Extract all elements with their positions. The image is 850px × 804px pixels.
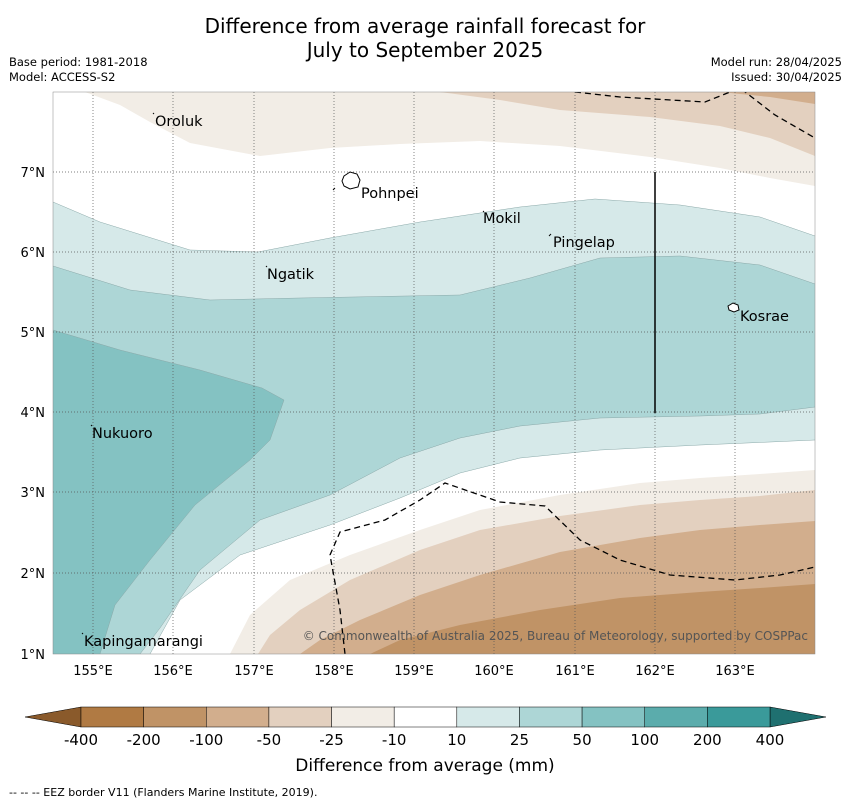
lat-tick: 1°N	[21, 648, 46, 663]
lon-tick: 161°E	[555, 664, 595, 679]
lon-tick: 163°E	[715, 664, 755, 679]
place-kapingamarangi: Kapingamarangi	[84, 634, 203, 650]
lat-tick-labels: 7°N 6°N 5°N 4°N 3°N 2°N 1°N	[21, 166, 46, 663]
contour-fills	[53, 92, 815, 654]
lat-tick: 5°N	[21, 326, 46, 341]
colorbar-tick-label: -100	[189, 731, 223, 749]
colorbar-tick-label: 100	[630, 731, 659, 749]
gridlines	[53, 92, 815, 654]
model-name: Model: ACCESS-S2	[9, 70, 116, 84]
lon-tick: 160°E	[474, 664, 514, 679]
place-oroluk: Oroluk	[155, 114, 203, 130]
colorbar-tick-label: 200	[693, 731, 722, 749]
lon-tick: 162°E	[635, 664, 675, 679]
footnote: -- -- -- EEZ border V11 (Flanders Marine…	[9, 786, 318, 799]
contour-lines	[53, 198, 815, 654]
title-line-1: Difference from average rainfall forecas…	[204, 14, 646, 38]
colorbar-tick-label: 25	[510, 731, 529, 749]
lat-tick: 6°N	[21, 246, 46, 261]
colorbar-tick-label: -400	[64, 731, 98, 749]
colorbar-box	[143, 706, 207, 728]
colorbar-box	[644, 706, 708, 728]
map-frame	[52, 91, 816, 655]
colorbar-box	[581, 706, 645, 728]
place-mokil: Mokil	[483, 211, 521, 227]
lon-tick: 159°E	[394, 664, 434, 679]
contour-band-north-50	[440, 92, 815, 156]
lat-tick: 2°N	[21, 567, 46, 582]
colorbar-extend-right	[769, 706, 827, 728]
colorbar: -400 -200 -100 -50 -25 -10 10 25 50 100 200 400	[24, 706, 827, 749]
colorbar-box	[519, 706, 583, 728]
place-pohnpei: Pohnpei	[361, 186, 419, 202]
legend-title: Difference from average (mm)	[295, 756, 555, 776]
island-shapes	[81, 112, 740, 635]
eez-border	[329, 92, 815, 654]
kosrae-island	[727, 302, 740, 313]
map-title: Difference from average rainfall forecas…	[0, 14, 850, 62]
colorbar-box	[456, 706, 520, 728]
lat-tick: 3°N	[21, 486, 46, 501]
colorbar-tick-label: -50	[257, 731, 282, 749]
lat-tick: 4°N	[21, 406, 46, 421]
meta-right: Model run: 28/04/2025 Issued: 30/04/2025	[711, 55, 842, 85]
contour-band-north-100	[720, 92, 815, 104]
copyright-text: © Commonwealth of Australia 2025, Bureau…	[303, 629, 808, 643]
colorbar-box	[393, 706, 458, 728]
lon-tick: 156°E	[153, 664, 193, 679]
meta-left: Base period: 1981-2018 Model: ACCESS-S2	[9, 55, 148, 85]
base-period: Base period: 1981-2018	[9, 55, 148, 69]
colorbar-extend-left	[24, 706, 82, 728]
place-pingelap: Pingelap	[553, 235, 615, 251]
lon-tick: 157°E	[234, 664, 274, 679]
place-nukuoro: Nukuoro	[92, 426, 153, 442]
colorbar-tick-label: -200	[127, 731, 161, 749]
colorbar-box	[331, 706, 395, 728]
lon-tick: 155°E	[73, 664, 113, 679]
issued-date: Issued: 30/04/2025	[731, 70, 842, 84]
model-run: Model run: 28/04/2025	[710, 55, 842, 69]
lon-tick: 158°E	[314, 664, 354, 679]
colorbar-tick-label: 10	[447, 731, 466, 749]
colorbar-tick-label: -10	[382, 731, 407, 749]
place-ngatik: Ngatik	[267, 267, 315, 283]
place-kosrae: Kosrae	[740, 309, 789, 325]
colorbar-tick-label: 400	[756, 731, 785, 749]
lon-tick-labels: 155°E 156°E 157°E 158°E 159°E 160°E 161°…	[73, 664, 755, 679]
colorbar-tick-label: 50	[573, 731, 592, 749]
contour-band-south-100	[370, 584, 815, 654]
colorbar-box	[80, 706, 144, 728]
colorbar-box	[206, 706, 270, 728]
title-line-2: July to September 2025	[306, 38, 544, 62]
colorbar-box	[268, 706, 332, 728]
colorbar-box	[707, 706, 771, 728]
lat-tick: 7°N	[21, 166, 46, 181]
contour-band-25	[53, 256, 815, 654]
pohnpei-island	[341, 171, 361, 190]
colorbar-tick-label: -25	[319, 731, 344, 749]
